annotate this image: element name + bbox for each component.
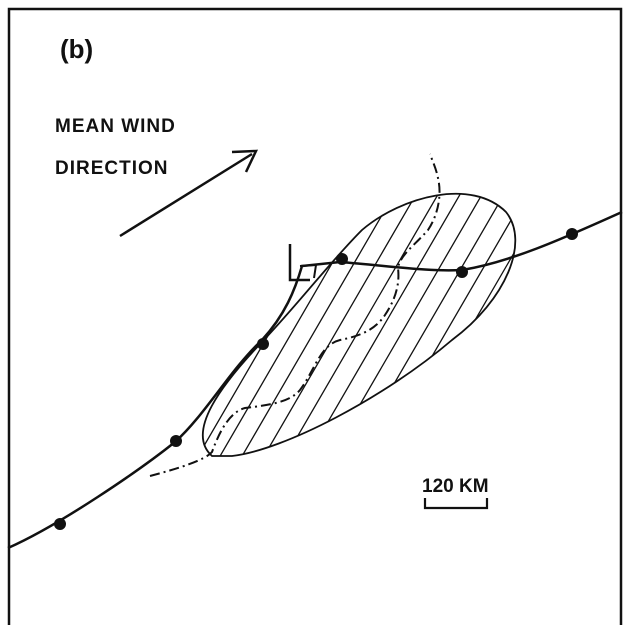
hatch-line [202, 193, 327, 456]
front [7, 210, 623, 550]
hatch-line [497, 193, 516, 456]
hatch-line [0, 160, 150, 470]
panel-label: (b) [60, 34, 93, 64]
hatch-line [202, 193, 239, 456]
scale-bar [423, 498, 489, 510]
hatch-line [255, 193, 437, 456]
hatch-line [202, 193, 217, 456]
marker [288, 244, 310, 282]
wind-arrow [119, 149, 259, 238]
hatch-line [0, 160, 172, 470]
wind-label-line: DIRECTION [55, 158, 169, 179]
hatch-line [387, 193, 516, 456]
dash-dot-line [149, 153, 441, 477]
hatched-region [0, 160, 517, 470]
hatch-line [202, 193, 305, 456]
hatch-line [321, 193, 503, 456]
scale-label: 120 KM [422, 476, 489, 497]
hatch-line [431, 193, 516, 456]
hatch-line [277, 193, 459, 456]
hatch-line [299, 193, 481, 456]
hatch-line [343, 193, 516, 456]
hatch-line [365, 193, 516, 456]
hatch-line [211, 193, 393, 456]
hatch-line [202, 193, 261, 456]
hatch-line [202, 193, 349, 456]
wind-label-line: MEAN WIND [55, 116, 176, 137]
frame [7, 7, 623, 625]
